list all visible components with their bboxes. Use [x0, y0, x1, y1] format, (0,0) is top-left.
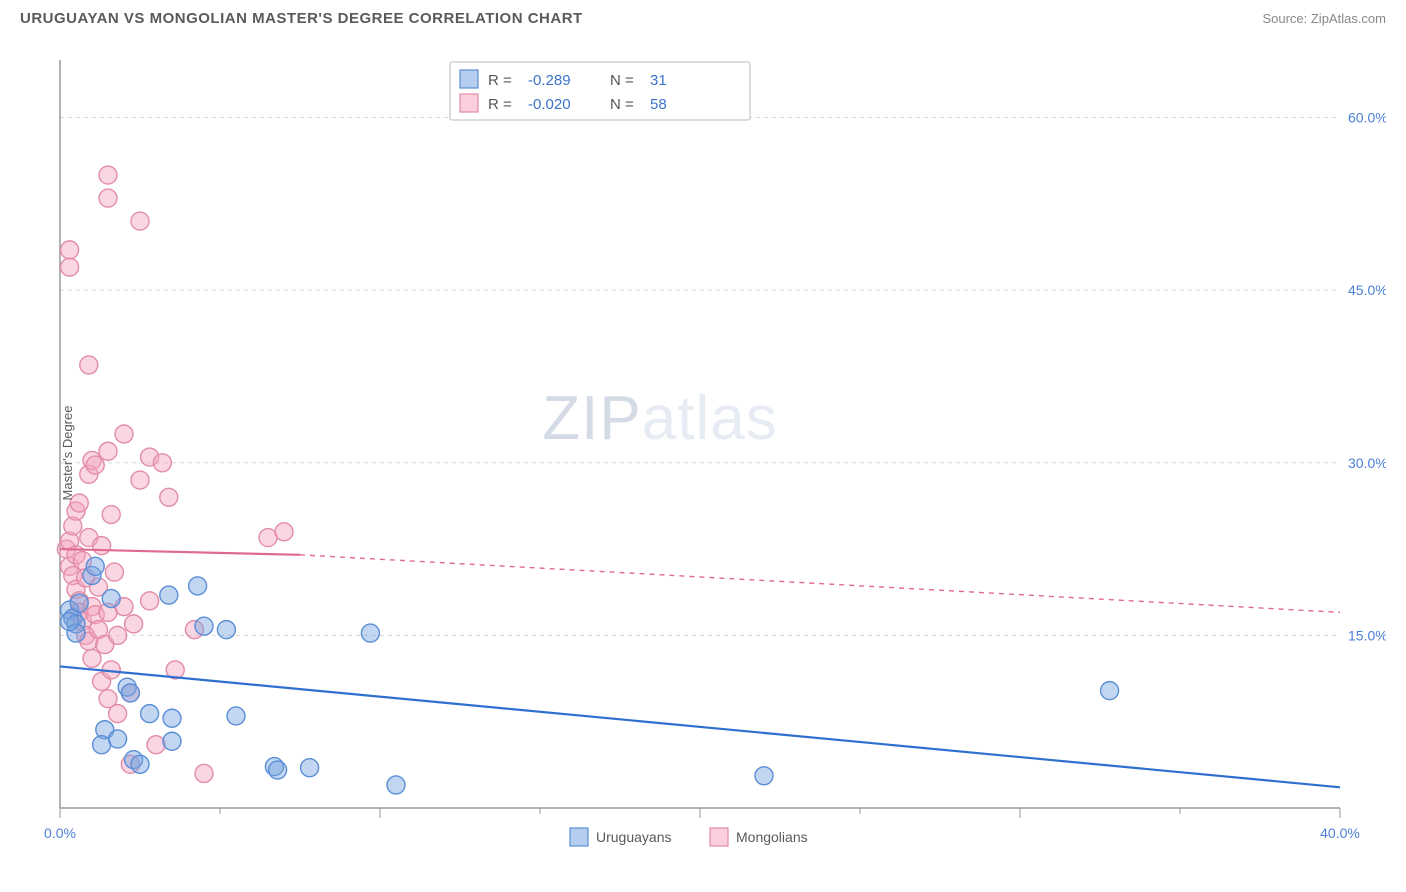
data-point-uruguayans	[61, 613, 79, 631]
data-point-uruguayans	[269, 761, 287, 779]
svg-text:N =: N =	[610, 72, 634, 89]
data-point-uruguayans	[93, 736, 111, 754]
data-point-mongolians	[80, 356, 98, 374]
data-point-uruguayans	[195, 617, 213, 635]
stat-r-uruguayans: -0.289	[528, 72, 571, 89]
legend-label-mongolians: Mongolians	[736, 829, 808, 845]
data-point-uruguayans	[189, 577, 207, 595]
stat-n-mongolians: 58	[650, 96, 667, 113]
scatter-chart: ZIPatlas 15.0% 30.0% 45.0% 60.0% 0.0% 40.0% R =…	[20, 48, 1386, 858]
stats-swatch-mongolians	[460, 94, 478, 112]
y-tick-label: 60.0%	[1348, 110, 1386, 126]
data-point-uruguayans	[70, 594, 88, 612]
data-point-mongolians	[99, 442, 117, 460]
data-point-mongolians	[105, 563, 123, 581]
y-tick-label: 45.0%	[1348, 282, 1386, 298]
data-point-mongolians	[109, 626, 127, 644]
y-tick-label: 15.0%	[1348, 627, 1386, 643]
stat-r-mongolians: -0.020	[528, 96, 571, 113]
svg-text:R =: R =	[488, 72, 512, 89]
data-point-uruguayans	[1101, 682, 1119, 700]
data-point-mongolians	[109, 705, 127, 723]
source-link[interactable]: ZipAtlas.com	[1311, 11, 1386, 26]
data-point-mongolians	[259, 529, 277, 547]
data-point-mongolians	[61, 241, 79, 259]
data-point-mongolians	[83, 649, 101, 667]
y-axis-label: Master's Degree	[60, 406, 75, 501]
data-point-uruguayans	[121, 684, 139, 702]
data-point-uruguayans	[217, 621, 235, 639]
legend-label-uruguayans: Uruguayans	[596, 829, 672, 845]
data-point-uruguayans	[361, 624, 379, 642]
data-point-mongolians	[141, 592, 159, 610]
legend-swatch-uruguayans	[570, 828, 588, 846]
data-point-uruguayans	[227, 707, 245, 725]
data-point-mongolians	[275, 523, 293, 541]
data-point-uruguayans	[755, 767, 773, 785]
svg-text:ZIPatlas: ZIPatlas	[542, 384, 777, 453]
data-point-mongolians	[195, 764, 213, 782]
page-title: URUGUAYAN VS MONGOLIAN MASTER'S DEGREE C…	[20, 10, 583, 27]
data-point-mongolians	[61, 258, 79, 276]
data-point-mongolians	[99, 189, 117, 207]
trend-line-mongolians-dash	[300, 555, 1340, 613]
data-point-uruguayans	[301, 759, 319, 777]
data-point-uruguayans	[109, 730, 127, 748]
data-point-uruguayans	[163, 709, 181, 727]
data-point-uruguayans	[163, 732, 181, 750]
stats-swatch-uruguayans	[460, 70, 478, 88]
data-point-mongolians	[147, 736, 165, 754]
svg-text:R =: R =	[488, 96, 512, 113]
source-attribution: Source: ZipAtlas.com	[1262, 11, 1386, 26]
stat-n-uruguayans: 31	[650, 72, 667, 89]
data-point-mongolians	[102, 506, 120, 524]
data-point-mongolians	[131, 471, 149, 489]
data-point-mongolians	[160, 488, 178, 506]
data-point-uruguayans	[131, 755, 149, 773]
svg-text:N =: N =	[610, 96, 634, 113]
data-point-uruguayans	[86, 557, 104, 575]
data-point-mongolians	[86, 456, 104, 474]
y-tick-label: 30.0%	[1348, 455, 1386, 471]
legend-swatch-mongolians	[710, 828, 728, 846]
data-point-mongolians	[93, 537, 111, 555]
trend-line-uruguayans	[60, 666, 1340, 787]
data-point-mongolians	[153, 454, 171, 472]
source-prefix: Source:	[1262, 11, 1310, 26]
chart-container: Master's Degree ZIPatlas 15.0% 30.0% 45.0% 6…	[20, 48, 1386, 858]
data-point-uruguayans	[387, 776, 405, 794]
data-point-mongolians	[115, 425, 133, 443]
x-tick-label: 40.0%	[1320, 825, 1360, 841]
data-point-mongolians	[125, 615, 143, 633]
data-point-mongolians	[99, 166, 117, 184]
data-point-uruguayans	[141, 705, 159, 723]
x-tick-label: 0.0%	[44, 825, 76, 841]
data-point-mongolians	[131, 212, 149, 230]
data-point-uruguayans	[160, 586, 178, 604]
data-point-uruguayans	[102, 590, 120, 608]
